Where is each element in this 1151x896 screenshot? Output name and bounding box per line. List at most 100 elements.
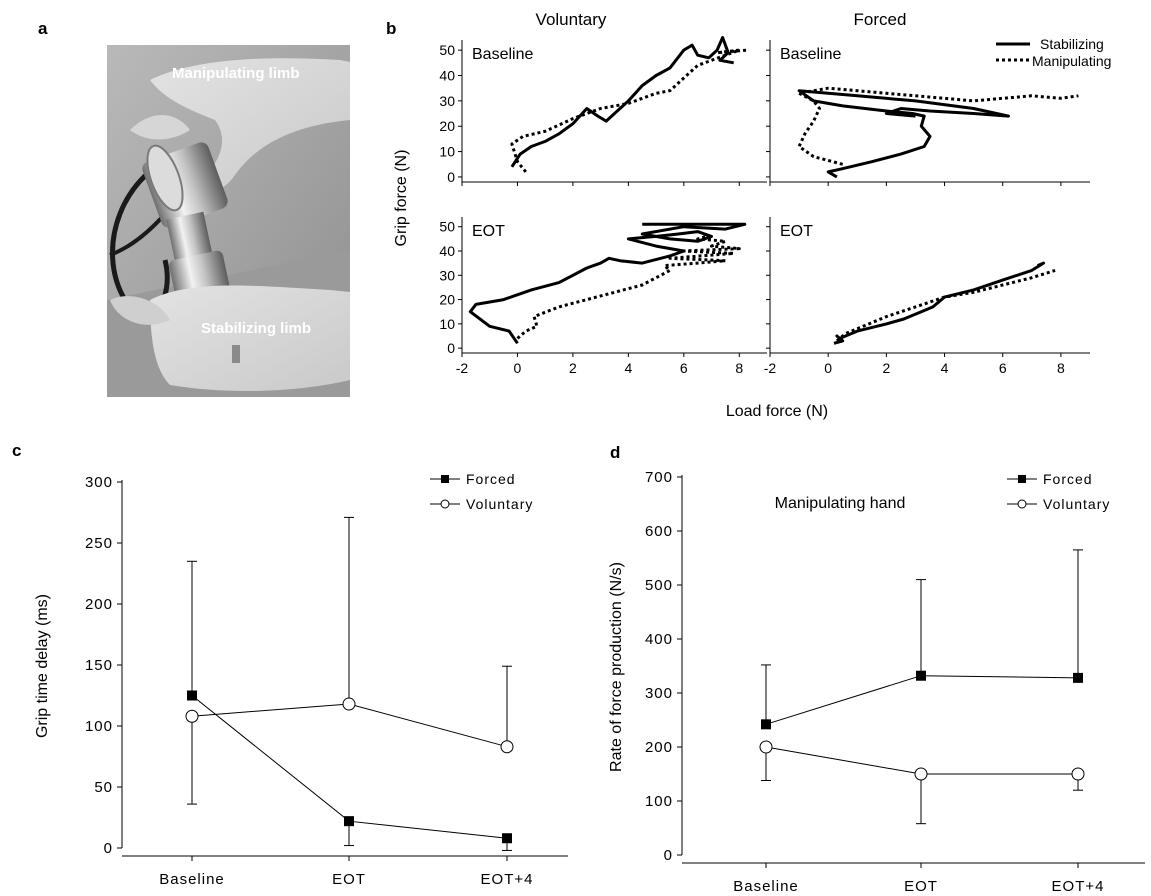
marker-forced — [761, 719, 771, 730]
subplot-baseline-voluntary: 0 10 20 30 40 50 Baseline — [439, 36, 767, 186]
series-manipulating-line — [797, 86, 1079, 166]
subplot-title-eot: EOT — [780, 223, 813, 240]
series-manipulating-line — [510, 48, 748, 173]
y-tick-label: 600 — [645, 523, 673, 540]
y-tick-label: 10 — [439, 144, 455, 160]
x-tick-label: -2 — [456, 360, 469, 376]
y-tick-label: 50 — [439, 42, 455, 58]
x-tick-label: 4 — [624, 360, 632, 376]
x-tick-label-baseline: Baseline — [733, 878, 799, 895]
panel-letter-b: b — [386, 19, 396, 38]
panel-letter-c: c — [12, 441, 21, 460]
y-tick-label: 30 — [439, 267, 455, 283]
y-tick-label: 150 — [85, 657, 113, 674]
y-axis-label-grip-time-delay: Grip time delay (ms) — [34, 594, 51, 738]
series-manipulating-line — [835, 268, 1056, 343]
y-tick-label: 40 — [439, 243, 455, 259]
subplot-title-eot: EOT — [472, 223, 505, 240]
legend-marker-voluntary — [440, 499, 450, 509]
y-axis-label-grip-force: Grip force (N) — [393, 150, 410, 247]
x-tick-label: 8 — [735, 360, 743, 376]
photo-label-manipulating-limb: Manipulating limb — [172, 65, 300, 82]
marker-forced — [1073, 672, 1083, 683]
x-axis-label-load-force: Load force (N) — [726, 403, 828, 420]
panel-c-grip-time-delay: Grip time delay (ms) 0 50 100 150 200 250 300 B… — [34, 471, 568, 888]
legend-b: Stabilizing Manipulating — [996, 36, 1111, 69]
marker-forced — [916, 670, 926, 681]
y-tick-label: 30 — [439, 93, 455, 109]
y-tick-label: 400 — [645, 631, 673, 648]
y-tick-label: 20 — [439, 118, 455, 134]
x-tick-label-eotplus4: EOT+4 — [481, 871, 534, 888]
y-tick-label: 200 — [85, 596, 113, 613]
series-manipulating-line — [516, 234, 741, 340]
x-tick-label-baseline: Baseline — [159, 871, 225, 888]
y-tick-label: 10 — [439, 316, 455, 332]
legend-label-forced: Forced — [466, 471, 516, 487]
x-tick-label: 8 — [1057, 360, 1065, 376]
x-tick-label-eotplus4: EOT+4 — [1052, 878, 1105, 895]
x-tick-label: 2 — [569, 360, 577, 376]
y-tick-label: 250 — [85, 535, 113, 552]
photo-label-stabilizing-limb: Stabilizing limb — [201, 320, 311, 337]
x-tick-label: 0 — [514, 360, 522, 376]
legend-marker-voluntary — [1017, 499, 1027, 509]
y-axis-label-rate-of-force: Rate of force production (N/s) — [608, 562, 625, 772]
y-tick-label: 100 — [85, 718, 113, 735]
marker-voluntary — [1071, 767, 1085, 781]
photo-grip-device: Manipulating limb Stabilizing limb — [107, 45, 350, 397]
y-tick-label: 0 — [447, 340, 455, 356]
y-tick-label: 500 — [645, 577, 673, 594]
y-tick-label: 50 — [94, 779, 113, 796]
y-tick-label: 0 — [104, 840, 113, 857]
series-stabilizing-line — [797, 89, 1010, 179]
marker-voluntary — [759, 740, 773, 754]
y-tick-label: 50 — [439, 219, 455, 235]
y-tick-label: 300 — [645, 685, 673, 702]
series-forced-line — [765, 675, 1079, 725]
x-tick-label: 6 — [999, 360, 1007, 376]
legend-label-voluntary: Voluntary — [466, 496, 533, 512]
panel-letter-a: a — [38, 19, 48, 38]
legend-label-manipulating: Manipulating — [1032, 53, 1111, 69]
marker-forced — [187, 690, 197, 701]
series-stabilizing-line — [833, 261, 1045, 345]
subplot-title-baseline: Baseline — [472, 46, 533, 63]
marker-voluntary — [500, 740, 514, 754]
y-tick-label: 40 — [439, 68, 455, 84]
col-title-forced: Forced — [854, 10, 907, 29]
subplot-title-baseline: Baseline — [780, 46, 841, 63]
marker-voluntary — [914, 767, 928, 781]
y-tick-label: 20 — [439, 292, 455, 308]
legend-marker-forced — [1018, 475, 1026, 483]
legend-label-voluntary: Voluntary — [1043, 496, 1110, 512]
y-tick-label: 200 — [645, 739, 673, 756]
x-tick-label-eot: EOT — [904, 878, 938, 895]
x-tick-label: 6 — [680, 360, 688, 376]
y-tick-label: 300 — [85, 474, 113, 491]
y-tick-label: 100 — [645, 793, 673, 810]
y-tick-label: 0 — [664, 847, 673, 864]
col-title-voluntary: Voluntary — [536, 10, 607, 29]
panel-d-rate-of-force: Rate of force production (N/s) Manipulat… — [608, 469, 1145, 895]
subplot-baseline-forced: Baseline — [766, 40, 1090, 186]
legend-label-forced: Forced — [1043, 471, 1093, 487]
x-tick-label: 4 — [941, 360, 949, 376]
y-tick-label: 700 — [645, 469, 673, 486]
series-stabilizing-line — [510, 36, 734, 168]
subplot-eot-forced: -2 0 2 4 6 8 EOT — [764, 217, 1090, 376]
x-tick-label: -2 — [764, 360, 777, 376]
legend-label-stabilizing: Stabilizing — [1040, 36, 1104, 52]
marker-forced — [502, 833, 512, 844]
y-tick-label: 0 — [447, 169, 455, 185]
marker-voluntary — [185, 709, 199, 723]
panel-b-grip-load-plots: Voluntary Forced Grip force (N) Load for… — [393, 10, 1111, 420]
x-tick-label: 2 — [882, 360, 890, 376]
legend-marker-forced — [441, 475, 449, 483]
x-tick-label: 0 — [824, 360, 832, 376]
series-stabilizing-line — [468, 222, 747, 345]
marker-forced — [344, 816, 354, 827]
x-tick-label-eot: EOT — [332, 871, 366, 888]
